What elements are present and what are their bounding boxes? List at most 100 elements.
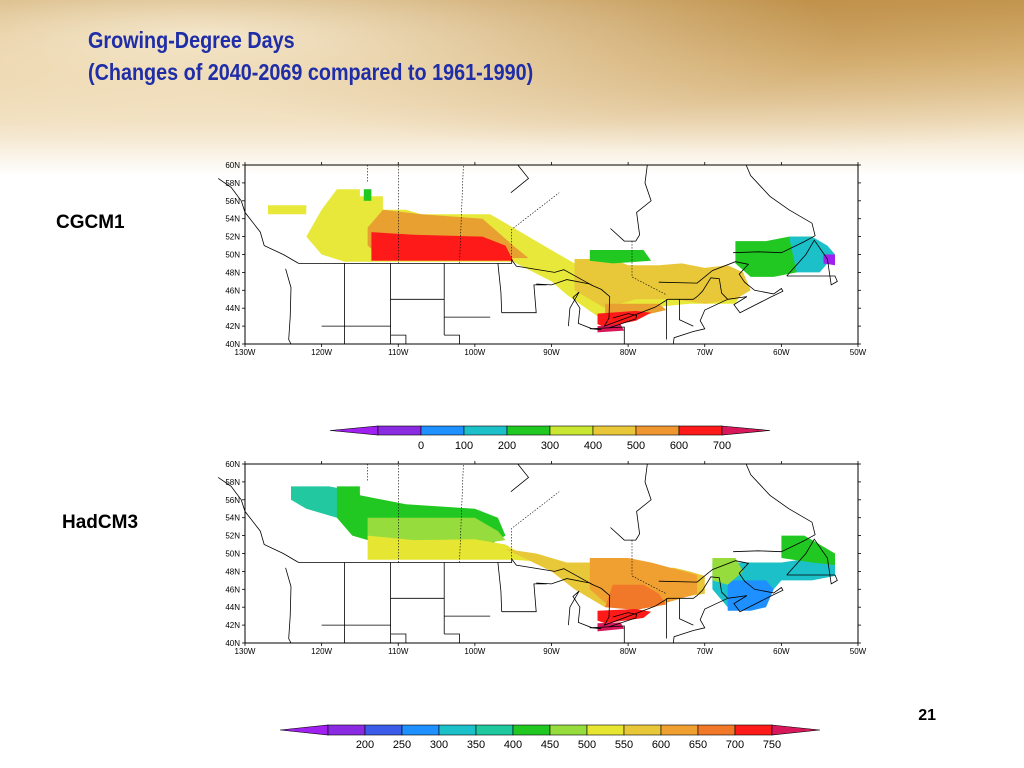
boundary-line bbox=[511, 491, 560, 563]
colorbar-box bbox=[697, 724, 736, 736]
lon-tick-label: 70W bbox=[697, 647, 714, 656]
colorbar-box bbox=[592, 425, 637, 436]
geo-line bbox=[285, 268, 292, 345]
colorbar-label: 500 bbox=[578, 739, 596, 751]
colorbar-label: 700 bbox=[726, 739, 744, 751]
lat-tick-label: 52N bbox=[225, 233, 240, 242]
geo-line bbox=[444, 633, 460, 643]
header-banner-texture bbox=[0, 0, 1024, 175]
geo-line bbox=[672, 298, 728, 345]
geo-line bbox=[510, 463, 530, 493]
colorbar-label: 200 bbox=[498, 440, 516, 452]
colorbar-box bbox=[327, 724, 366, 736]
colorbar-label: 700 bbox=[713, 440, 731, 452]
colorbar-arrow-right bbox=[721, 425, 771, 436]
lon-tick-label: 90W bbox=[543, 647, 560, 656]
field-patch bbox=[363, 189, 372, 201]
colorbar-label: 100 bbox=[455, 440, 473, 452]
geo-line bbox=[568, 291, 602, 331]
field-patch bbox=[371, 232, 514, 261]
geo-line bbox=[510, 164, 530, 194]
field-patch bbox=[727, 580, 774, 611]
colorbar-box bbox=[401, 724, 440, 736]
geo-line bbox=[672, 597, 728, 644]
lon-tick-label: 60W bbox=[773, 647, 790, 656]
colorbar-2: 200 250 300 350 400 450 500 550 600 650 700 750 bbox=[279, 724, 821, 751]
colorbar-box bbox=[623, 724, 662, 736]
lat-tick-label: 60N bbox=[225, 460, 240, 469]
lat-tick-label: 46N bbox=[225, 286, 240, 295]
lat-tick-label: 48N bbox=[225, 567, 240, 576]
lat-tick-label: 56N bbox=[225, 197, 240, 206]
geo-line bbox=[733, 164, 816, 254]
geo-line bbox=[497, 263, 503, 313]
lat-tick-label: 42N bbox=[225, 322, 240, 331]
lat-tick-label: 44N bbox=[225, 603, 240, 612]
slide-title: Growing-Degree Days (Changes of 2040-206… bbox=[88, 24, 533, 88]
geo-line bbox=[679, 598, 694, 626]
colorbar-box bbox=[549, 425, 594, 436]
geo-line bbox=[390, 633, 407, 643]
lon-tick-label: 100W bbox=[464, 348, 485, 357]
field-patch bbox=[589, 250, 652, 264]
colorbar-box bbox=[463, 425, 508, 436]
geo-line bbox=[786, 239, 838, 286]
colorbar-box bbox=[377, 425, 422, 436]
geo-line bbox=[589, 326, 625, 344]
lat-tick-label: 54N bbox=[225, 514, 240, 523]
geo-line bbox=[285, 567, 292, 644]
geo-line bbox=[217, 477, 299, 563]
geo-line bbox=[298, 258, 728, 327]
lat-tick-label: 54N bbox=[225, 215, 240, 224]
colorbar-box bbox=[438, 724, 477, 736]
hadcm3-label: HadCM3 bbox=[62, 512, 139, 533]
title-line-2: (Changes of 2040-2069 compared to 1961-1… bbox=[88, 59, 534, 85]
colorbar-label: 300 bbox=[541, 440, 559, 452]
geo-line bbox=[217, 178, 299, 264]
colorbar-box bbox=[512, 724, 551, 736]
lon-tick-label: 130W bbox=[235, 647, 256, 656]
field-patch bbox=[712, 558, 744, 585]
colorbar-label: 750 bbox=[763, 739, 781, 751]
geo-line bbox=[298, 557, 728, 626]
title-line-1: Growing-Degree Days bbox=[88, 27, 295, 53]
lat-tick-label: 52N bbox=[225, 532, 240, 541]
colorbar-box bbox=[678, 425, 723, 436]
colorbar-label: 600 bbox=[652, 739, 670, 751]
lat-tick-label: 56N bbox=[225, 496, 240, 505]
lat-tick-label: 44N bbox=[225, 304, 240, 313]
geo-line bbox=[733, 463, 816, 553]
lon-tick-label: 50W bbox=[850, 348, 867, 357]
lat-tick-label: 58N bbox=[225, 179, 240, 188]
field-patch bbox=[367, 517, 506, 545]
lat-tick-label: 40N bbox=[225, 340, 240, 349]
lon-tick-label: 110W bbox=[388, 348, 409, 357]
field-patch bbox=[268, 205, 307, 215]
boundary-line bbox=[459, 164, 464, 264]
geo-line bbox=[610, 463, 652, 541]
colorbar-box bbox=[475, 724, 514, 736]
geo-line bbox=[610, 164, 652, 242]
colorbar-label: 300 bbox=[430, 739, 448, 751]
field-cgcm1 bbox=[268, 189, 835, 333]
lat-tick-label: 60N bbox=[225, 161, 240, 170]
colorbar-label: 250 bbox=[393, 739, 411, 751]
colorbar-label: 200 bbox=[356, 739, 374, 751]
page-number: 21 bbox=[918, 707, 936, 724]
colorbar-arrow-left bbox=[329, 425, 379, 436]
lon-tick-label: 70W bbox=[697, 348, 714, 357]
lat-tick-label: 42N bbox=[225, 621, 240, 630]
field-patch bbox=[789, 236, 835, 273]
field-patch bbox=[574, 259, 751, 309]
geo-line bbox=[501, 284, 547, 314]
field-patch bbox=[367, 535, 552, 563]
colorbar-label: 650 bbox=[689, 739, 707, 751]
colorbar-label: 600 bbox=[670, 440, 688, 452]
geo-line bbox=[589, 625, 625, 643]
geo-line bbox=[608, 612, 638, 628]
lon-tick-label: 90W bbox=[543, 348, 560, 357]
geo-line bbox=[658, 261, 784, 314]
